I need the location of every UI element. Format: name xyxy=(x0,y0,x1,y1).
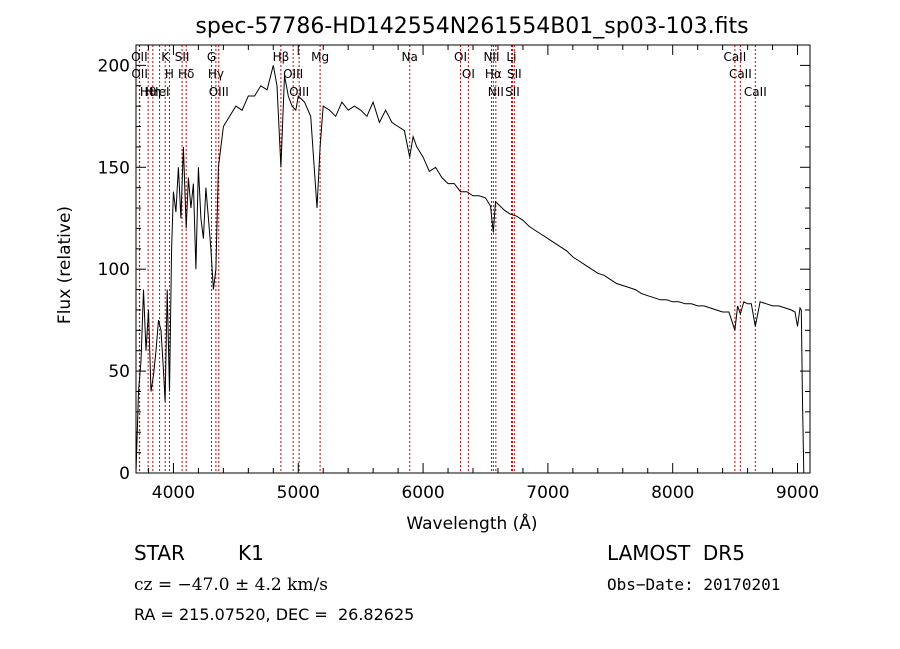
plot-frame xyxy=(135,44,811,474)
spectral-line-label: OI xyxy=(454,50,467,64)
chart-title: spec-57786-HD142554N261554B01_sp03-103.f… xyxy=(195,14,748,39)
spectral-line-label: G xyxy=(207,50,216,64)
x-axis-ticks: 4000 5000 6000 7000 8000 9000 xyxy=(147,45,819,503)
x-tick-label: 4000 xyxy=(152,483,195,503)
spectral-line-label: OIII xyxy=(209,85,229,99)
spectral-line-label: OII xyxy=(131,50,148,64)
spectral-line-label: HeI xyxy=(150,85,170,99)
y-axis-ticks: 0 50 100 150 200 xyxy=(98,56,810,484)
observation-date: Obs−Date: 20170201 xyxy=(607,575,780,594)
survey-name: LAMOST DR5 xyxy=(607,541,745,565)
spectral-line-label: CaII xyxy=(729,67,752,81)
spectral-line-label: Li xyxy=(506,50,516,64)
object-subclass: K1 xyxy=(238,541,264,565)
spectral-line-label: NII xyxy=(488,85,504,99)
spectral-line-label: SII xyxy=(175,50,190,64)
spectral-line-label: OII xyxy=(131,67,148,81)
spectral-line-label: Hθ xyxy=(140,85,156,99)
spectral-line-label: CaII xyxy=(723,50,746,64)
spectral-line-label: OIII xyxy=(289,85,309,99)
spectral-line-label: Hα xyxy=(485,67,502,81)
x-tick-label: 9000 xyxy=(776,483,819,503)
x-tick-label: 7000 xyxy=(526,483,569,503)
redshift-cz: cz = −47.0 ± 4.2 km/s xyxy=(134,575,328,595)
coordinates: RA = 215.07520, DEC = 26.82625 xyxy=(134,605,414,624)
spectral-line-label: NII xyxy=(483,50,499,64)
x-tick-label: 6000 xyxy=(401,483,444,503)
spectral-line-label: SII xyxy=(507,67,522,81)
y-tick-label: 200 xyxy=(98,56,130,76)
spectral-line-label: Hγ xyxy=(208,67,224,81)
spectral-line-label: OIII xyxy=(283,67,303,81)
spectral-line-label: Na xyxy=(402,50,418,64)
spectral-line-markers xyxy=(138,45,756,473)
y-tick-label: 150 xyxy=(98,158,130,178)
spectral-line-label: CaII xyxy=(744,85,767,99)
y-tick-label: 0 xyxy=(119,464,130,484)
y-axis-label: Flux (relative) xyxy=(55,206,75,324)
spectral-line-label: Mg xyxy=(311,50,329,64)
spectrum-line xyxy=(135,65,805,474)
spectral-line-label: Hη xyxy=(145,85,162,99)
x-axis-label: Wavelength (Å) xyxy=(406,512,537,534)
object-class: STAR xyxy=(134,541,185,565)
x-tick-label: 8000 xyxy=(651,483,694,503)
spectral-line-label: Hβ xyxy=(273,50,290,64)
spectral-line-label: K xyxy=(161,50,170,64)
spectral-line-label: SII xyxy=(505,85,520,99)
spectral-line-label: Hδ xyxy=(178,67,194,81)
spectral-line-label: OI xyxy=(462,67,475,81)
y-tick-label: 50 xyxy=(108,362,130,382)
x-tick-label: 5000 xyxy=(277,483,320,503)
y-tick-label: 100 xyxy=(98,260,130,280)
spectral-line-label: H xyxy=(165,67,174,81)
